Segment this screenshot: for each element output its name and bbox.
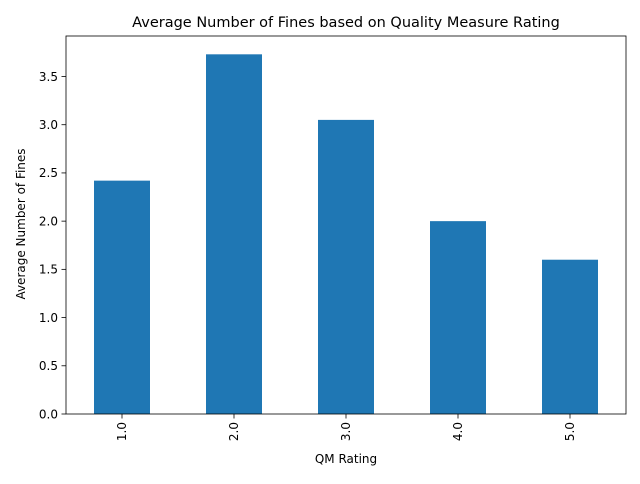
y-tick-label: 3.5	[39, 70, 58, 84]
x-tick-label: 2.0	[227, 422, 241, 441]
bar-1.0	[94, 180, 150, 414]
x-tick-label: 3.0	[339, 422, 353, 441]
y-tick-label: 1.5	[39, 263, 58, 277]
x-axis-label: QM Rating	[315, 452, 377, 466]
y-tick-label: 0.0	[39, 407, 58, 421]
plot-area	[65, 35, 627, 415]
bar-5.0	[542, 259, 598, 414]
y-axis: 0.0 0.5 1.0 1.5 2.0 2.5 3.0 3.5	[39, 70, 66, 421]
x-tick-label: 5.0	[563, 422, 577, 441]
bar-3.0	[318, 119, 374, 414]
bar-2.0	[206, 54, 262, 414]
x-axis: 1.0 2.0 3.0 4.0 5.0	[115, 414, 577, 441]
y-tick-label: 0.5	[39, 359, 58, 373]
chart-title: Average Number of Fines based on Quality…	[132, 15, 560, 31]
x-tick-label: 4.0	[451, 422, 465, 441]
y-tick-label: 2.5	[39, 166, 58, 180]
y-tick-label: 3.0	[39, 118, 58, 132]
y-tick-label: 1.0	[39, 311, 58, 325]
y-axis-label: Average Number of Fines	[14, 148, 28, 299]
bar-4.0	[430, 221, 486, 414]
y-tick-label: 2.0	[39, 214, 58, 228]
x-tick-label: 1.0	[115, 422, 129, 441]
